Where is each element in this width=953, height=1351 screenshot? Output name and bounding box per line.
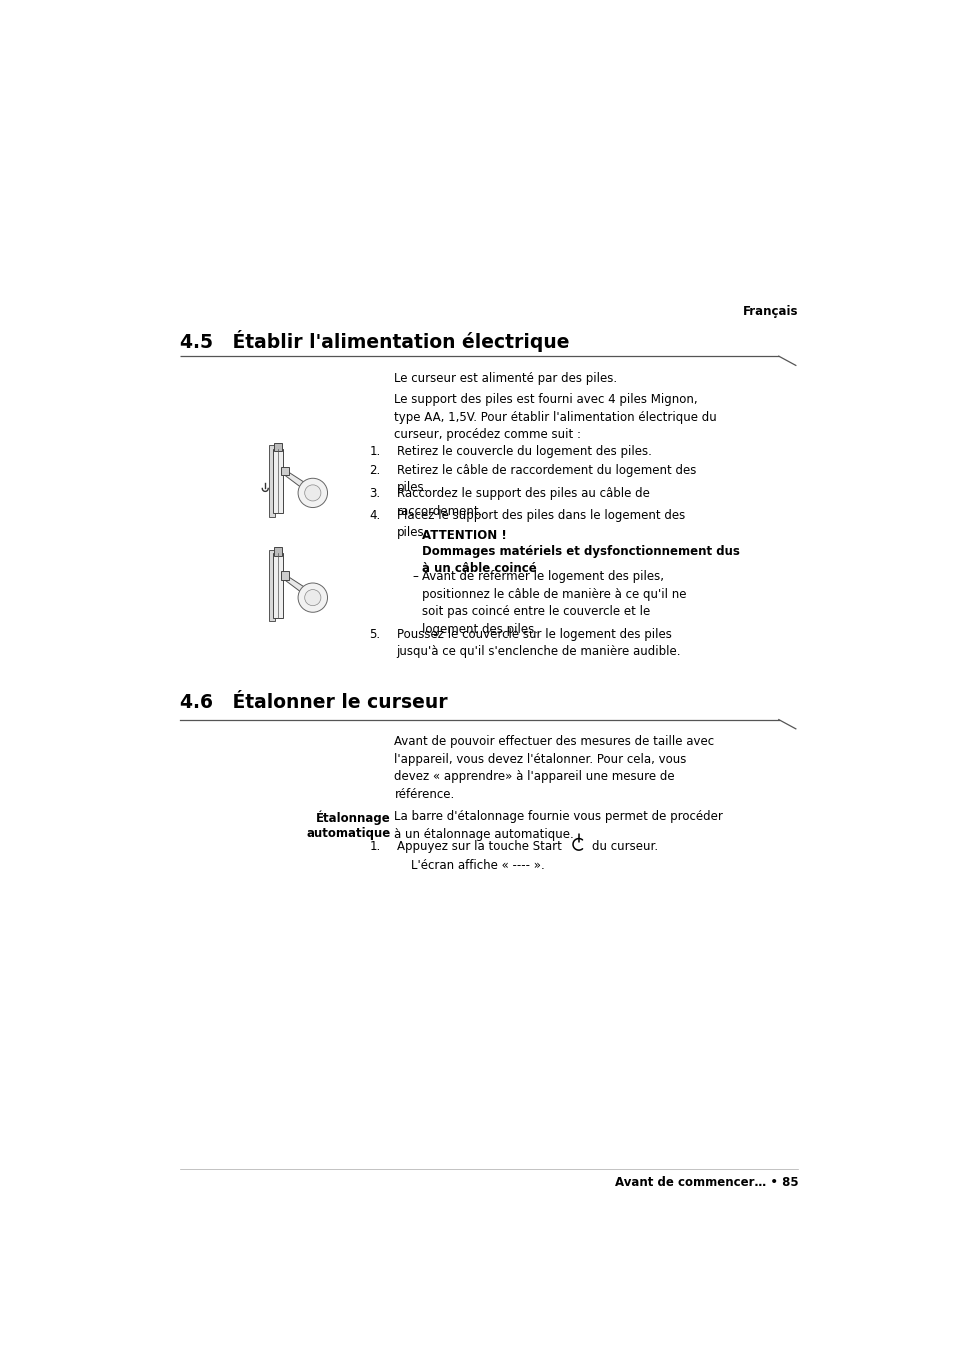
Text: ATTENTION !: ATTENTION !	[421, 530, 506, 542]
Bar	[281, 571, 289, 580]
Bar	[274, 449, 283, 513]
Circle shape	[297, 478, 327, 508]
Bar	[281, 466, 289, 476]
Text: Placez le support des piles dans le logement des
piles.: Placez le support des piles dans le loge…	[396, 508, 684, 539]
Polygon shape	[281, 469, 316, 496]
Bar	[274, 547, 282, 557]
Text: Retirez le câble de raccordement du logement des
piles.: Retirez le câble de raccordement du loge…	[396, 463, 696, 494]
Text: 5.: 5.	[369, 628, 380, 640]
Text: La barre d'étalonnage fournie vous permet de procéder
à un étalonnage automatiqu: La barre d'étalonnage fournie vous perme…	[394, 811, 722, 840]
Bar	[269, 444, 274, 516]
Text: 1.: 1.	[369, 840, 380, 852]
Text: –: –	[412, 570, 418, 584]
Text: L'écran affiche « ---- ».: L'écran affiche « ---- ».	[410, 859, 544, 871]
Text: Étalonnage: Étalonnage	[315, 811, 390, 825]
Text: Raccordez le support des piles au câble de
raccordement.: Raccordez le support des piles au câble …	[396, 488, 649, 517]
Text: 4.: 4.	[369, 508, 380, 521]
Text: du curseur.: du curseur.	[592, 840, 658, 852]
Text: 4.6   Étalonner le curseur: 4.6 Étalonner le curseur	[179, 693, 447, 712]
Bar	[269, 550, 274, 621]
Circle shape	[304, 589, 320, 605]
Text: Avant de pouvoir effectuer des mesures de taille avec
l'appareil, vous devez l'é: Avant de pouvoir effectuer des mesures d…	[394, 735, 714, 801]
Text: automatique: automatique	[306, 827, 390, 840]
Text: Poussez le couvercle sur le logement des piles
jusqu'à ce qu'il s'enclenche de m: Poussez le couvercle sur le logement des…	[396, 628, 680, 658]
Circle shape	[297, 584, 327, 612]
Text: Français: Français	[741, 304, 798, 317]
Text: 2.: 2.	[369, 463, 380, 477]
Text: Le support des piles est fourni avec 4 piles Mignon,
type AA, 1,5V. Pour établir: Le support des piles est fourni avec 4 p…	[394, 393, 717, 442]
Text: Le curseur est alimenté par des piles.: Le curseur est alimenté par des piles.	[394, 372, 617, 385]
Text: Avant de commencer… • 85: Avant de commencer… • 85	[614, 1177, 798, 1189]
Text: Avant de refermer le logement des piles,
positionnez le câble de manière à ce qu: Avant de refermer le logement des piles,…	[421, 570, 685, 636]
Text: 4.5   Établir l'alimentation électrique: 4.5 Établir l'alimentation électrique	[179, 330, 569, 353]
Text: 3.: 3.	[369, 488, 380, 500]
Text: Appuyez sur la touche Start: Appuyez sur la touche Start	[396, 840, 561, 852]
Text: Dommages matériels et dysfonctionnement dus
à un câble coincé: Dommages matériels et dysfonctionnement …	[421, 544, 739, 574]
Text: Retirez le couvercle du logement des piles.: Retirez le couvercle du logement des pil…	[396, 446, 651, 458]
Bar	[274, 443, 282, 451]
Bar	[274, 554, 283, 617]
Circle shape	[304, 485, 320, 501]
Text: 1.: 1.	[369, 446, 380, 458]
Polygon shape	[281, 574, 316, 600]
